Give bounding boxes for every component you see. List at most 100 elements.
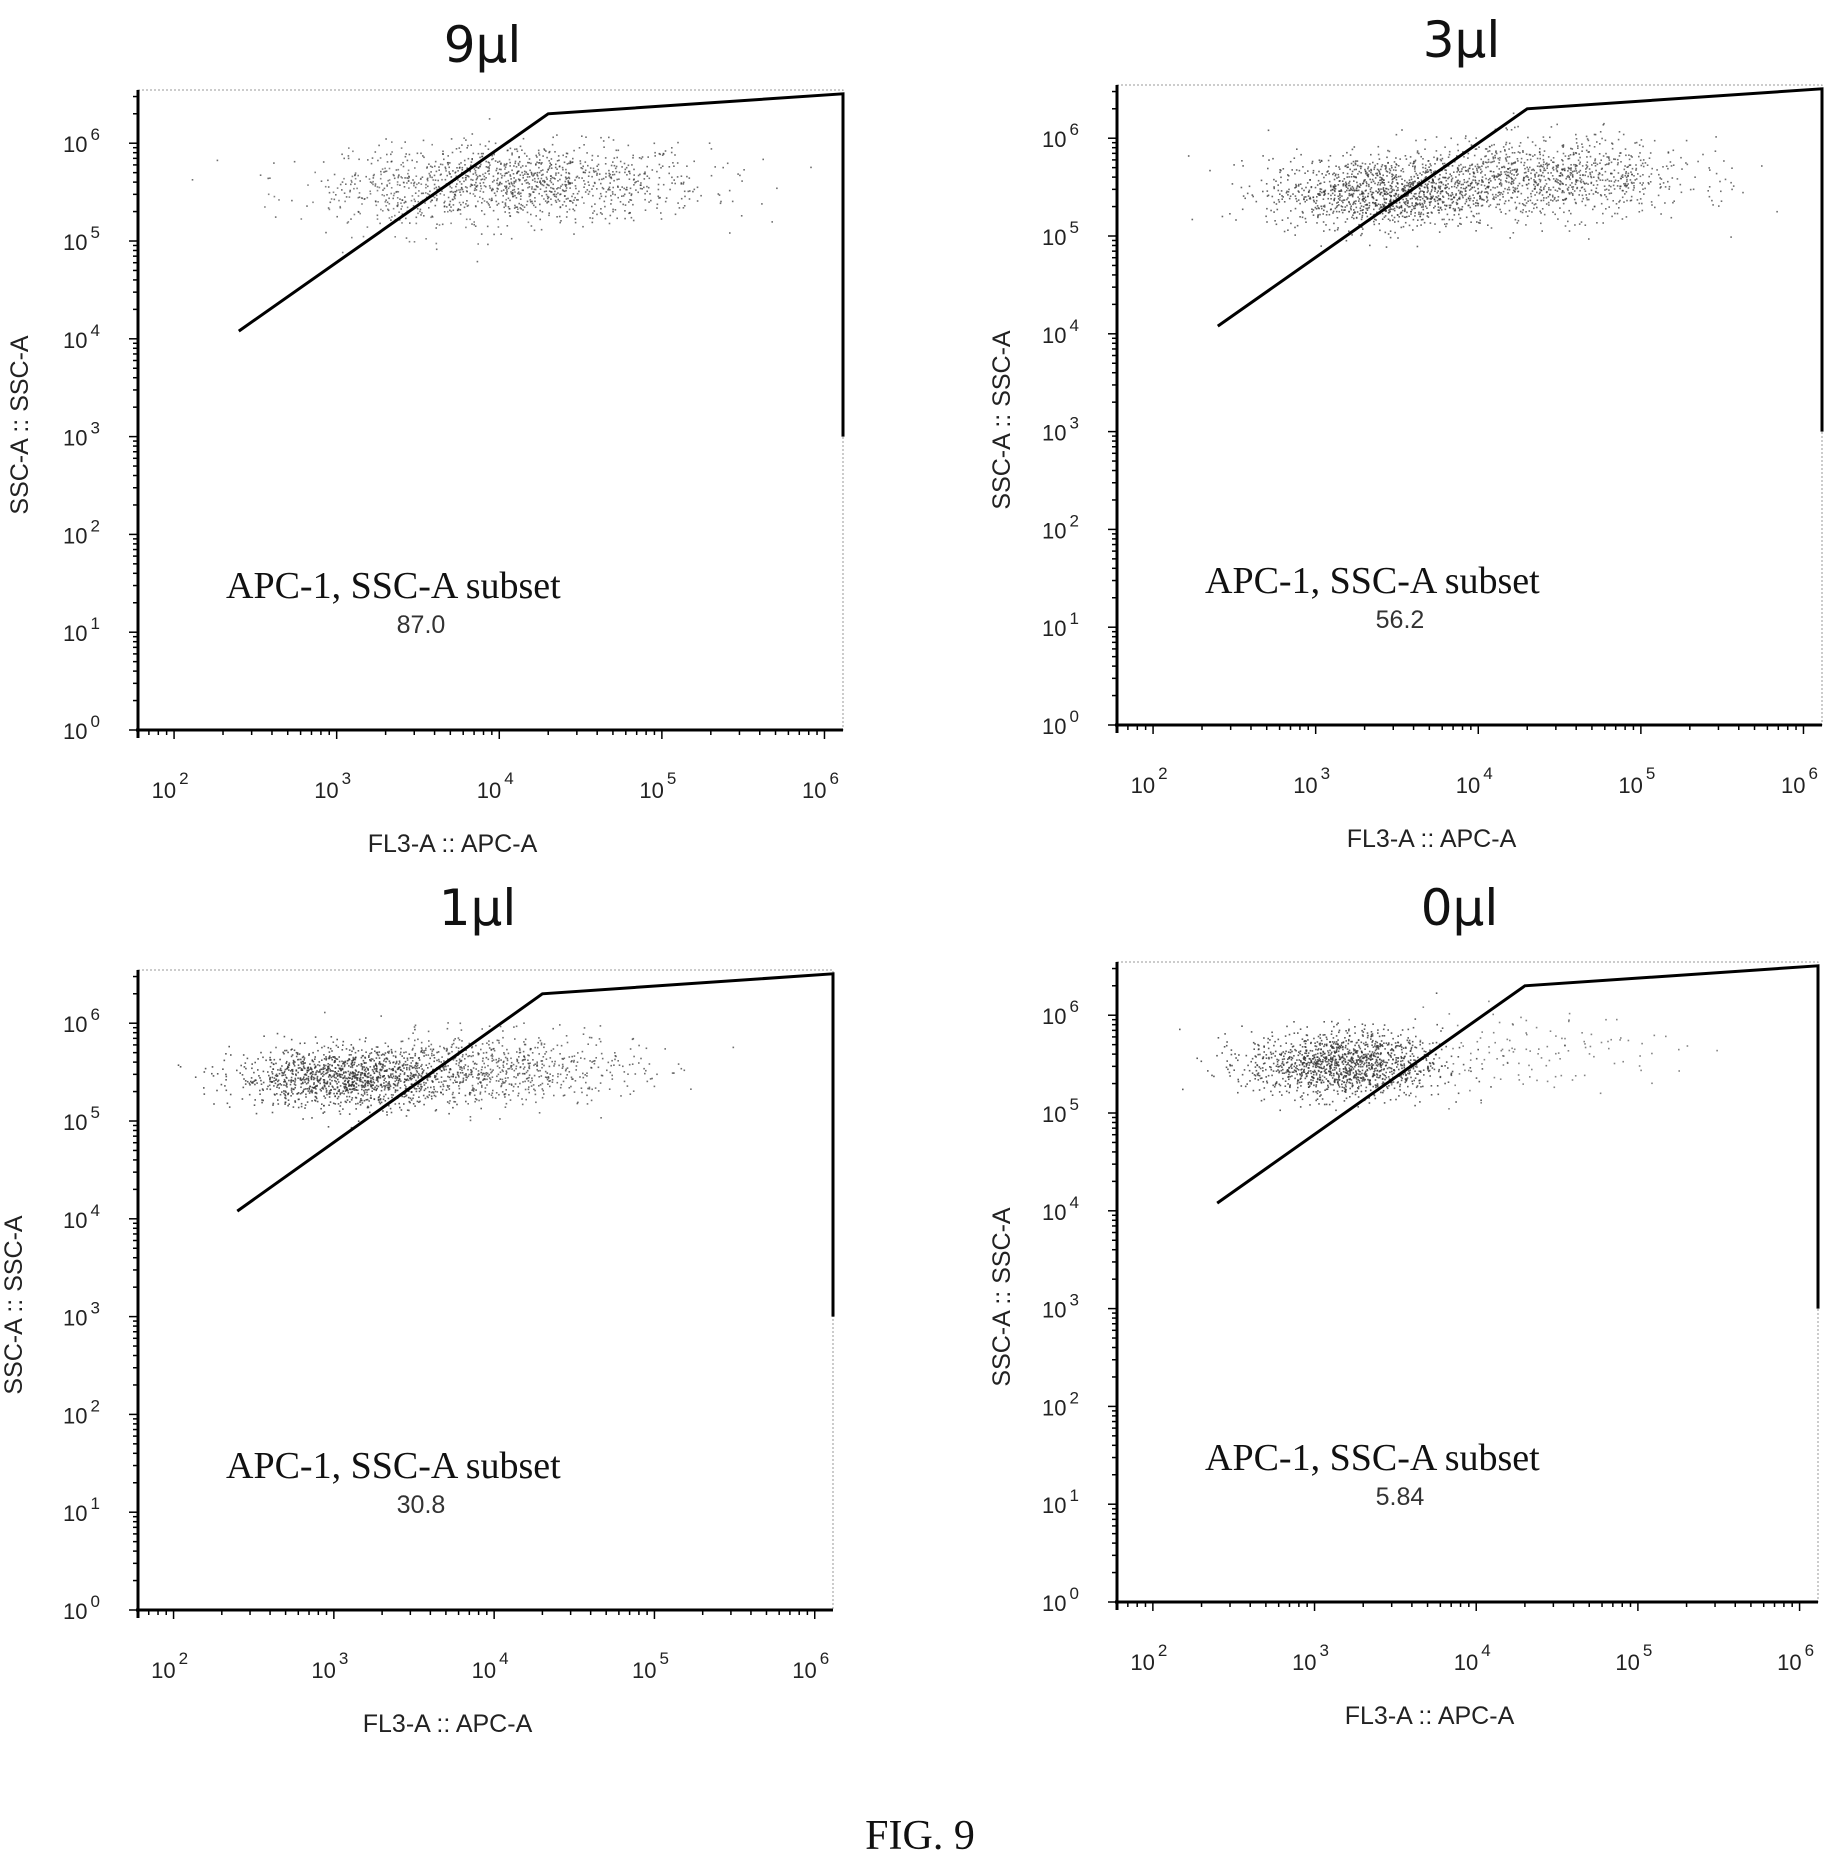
event-point [287,1099,290,1101]
event-point [1353,212,1355,214]
event-point [576,199,578,201]
event-point [547,196,550,199]
event-point [1631,156,1633,158]
event-point [624,204,627,206]
event-point [488,169,490,172]
event-point [1523,204,1525,206]
event-point [1596,141,1598,143]
event-point [1320,182,1322,185]
event-point [1631,167,1634,170]
event-point [1590,189,1593,192]
event-point [493,192,496,194]
event-point [290,1095,292,1097]
event-point [1568,192,1570,194]
event-point [323,1073,325,1076]
event-point [420,1065,422,1068]
event-point [1619,187,1621,190]
event-point [1399,158,1401,160]
event-point [394,236,396,238]
event-point [1370,171,1372,174]
event-point [1412,218,1415,221]
event-point [621,186,623,188]
event-point [491,199,493,201]
event-point [500,233,502,235]
event-point [615,165,618,168]
event-point [1514,161,1517,163]
event-point [531,179,534,181]
event-point [438,224,441,226]
event-point [556,168,558,170]
event-point [559,206,562,208]
event-point [527,186,529,189]
event-point [1272,157,1274,160]
event-point [561,183,564,186]
event-point [520,208,523,210]
event-point [1398,207,1400,209]
event-point [1505,127,1507,129]
event-point [1520,157,1523,160]
event-point [1570,169,1572,171]
event-point [327,1069,329,1071]
event-point [391,151,393,153]
event-point [426,178,429,181]
event-point [1536,165,1539,167]
event-point [1451,192,1453,194]
event-point [1280,176,1282,179]
event-point [497,202,500,205]
event-point [401,205,403,208]
event-point [1651,204,1653,206]
event-point [400,202,402,204]
event-point [444,178,447,181]
event-point [674,213,677,216]
event-point [1508,186,1510,189]
event-point [1490,227,1493,229]
event-point [1543,161,1545,163]
event-point [1620,177,1622,180]
event-point [482,191,485,193]
event-point [1359,207,1362,209]
event-point [1513,179,1515,181]
event-point [1670,216,1673,219]
event-point [1618,155,1621,157]
event-point [1294,234,1296,236]
event-point [1542,136,1545,138]
event-point [467,144,469,147]
event-point [290,1049,292,1051]
event-point [280,1069,283,1072]
event-point [338,1060,341,1063]
event-point [1529,158,1532,161]
event-point [462,201,464,204]
event-point [416,1062,419,1065]
event-point [489,187,491,189]
event-point [1376,199,1378,201]
event-point [1397,193,1400,196]
event-point [1415,139,1417,142]
event-point [1485,148,1488,150]
event-point [567,183,570,185]
event-point [660,218,663,220]
event-point [393,177,396,180]
event-point [1328,213,1331,216]
event-point [1362,209,1364,211]
event-point [1355,189,1357,192]
event-point [1505,141,1508,144]
event-point [1522,178,1525,180]
event-point [1613,188,1616,190]
event-point [1384,168,1387,170]
event-point [309,1068,312,1070]
event-point [1563,191,1565,194]
event-point [406,1109,409,1111]
event-point [1320,160,1323,162]
gate-polygon [237,92,845,437]
event-point [417,200,420,203]
plot-frame [1116,84,1823,726]
event-point [1431,189,1433,191]
event-point [595,170,597,173]
event-point [1358,200,1360,202]
event-point [454,172,456,174]
event-point [1611,215,1613,218]
event-point [1360,172,1362,174]
event-point [1525,211,1527,213]
event-point [1279,169,1281,171]
event-point [322,1086,324,1089]
